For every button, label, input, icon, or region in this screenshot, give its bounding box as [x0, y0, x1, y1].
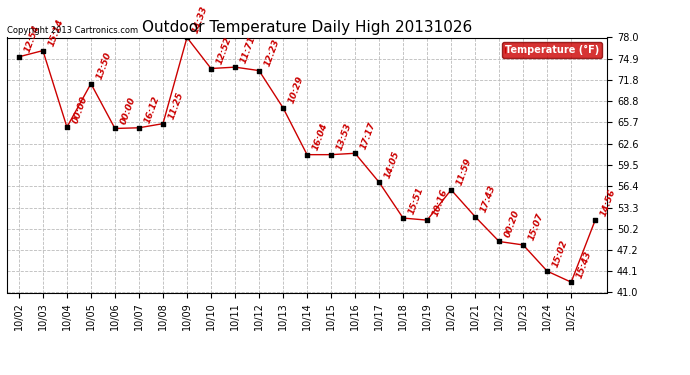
Point — [566, 279, 577, 285]
Text: 12:54: 12:54 — [23, 24, 41, 54]
Text: 10:16: 10:16 — [431, 188, 449, 218]
Point — [518, 242, 529, 248]
Point — [181, 34, 193, 40]
Point — [302, 152, 313, 157]
Text: 00:20: 00:20 — [503, 209, 522, 239]
Text: 11:71: 11:71 — [239, 34, 257, 64]
Text: 16:12: 16:12 — [143, 95, 161, 125]
Text: 14:56: 14:56 — [600, 188, 618, 218]
Text: 14:05: 14:05 — [383, 150, 402, 180]
Text: 00:00: 00:00 — [119, 96, 137, 126]
Point — [37, 48, 48, 54]
Text: 16:04: 16:04 — [311, 122, 329, 152]
Point — [277, 105, 288, 111]
Point — [397, 215, 408, 221]
Text: 11:59: 11:59 — [455, 157, 473, 187]
Point — [446, 187, 457, 193]
Text: 12:23: 12:23 — [263, 38, 282, 68]
Point — [373, 179, 384, 185]
Text: 12:52: 12:52 — [215, 36, 233, 66]
Text: Copyright 2013 Cartronics.com: Copyright 2013 Cartronics.com — [7, 26, 138, 35]
Point — [253, 68, 264, 74]
Text: 10:29: 10:29 — [287, 75, 306, 105]
Text: 00:00: 00:00 — [71, 94, 89, 124]
Point — [13, 54, 24, 60]
Text: 13:50: 13:50 — [95, 51, 113, 81]
Point — [470, 214, 481, 220]
Point — [493, 238, 504, 244]
Point — [326, 152, 337, 157]
Text: 15:02: 15:02 — [551, 238, 569, 268]
Text: 11:25: 11:25 — [167, 91, 186, 121]
Point — [590, 217, 601, 223]
Point — [133, 125, 144, 131]
Point — [542, 268, 553, 274]
Text: 17:43: 17:43 — [480, 184, 497, 214]
Point — [350, 150, 361, 156]
Text: 14:33: 14:33 — [191, 5, 209, 35]
Point — [61, 124, 72, 130]
Text: 15:14: 15:14 — [47, 18, 66, 48]
Point — [86, 81, 97, 87]
Point — [110, 126, 121, 132]
Point — [206, 66, 217, 72]
Text: 13:53: 13:53 — [335, 122, 353, 152]
Text: 15:07: 15:07 — [527, 212, 546, 242]
Point — [157, 121, 168, 127]
Text: 15:43: 15:43 — [575, 249, 593, 279]
Point — [422, 217, 433, 223]
Legend: Temperature (°F): Temperature (°F) — [502, 42, 602, 58]
Text: 15:51: 15:51 — [407, 185, 426, 215]
Title: Outdoor Temperature Daily High 20131026: Outdoor Temperature Daily High 20131026 — [142, 20, 472, 35]
Point — [230, 64, 241, 70]
Text: 17:17: 17:17 — [359, 120, 377, 150]
